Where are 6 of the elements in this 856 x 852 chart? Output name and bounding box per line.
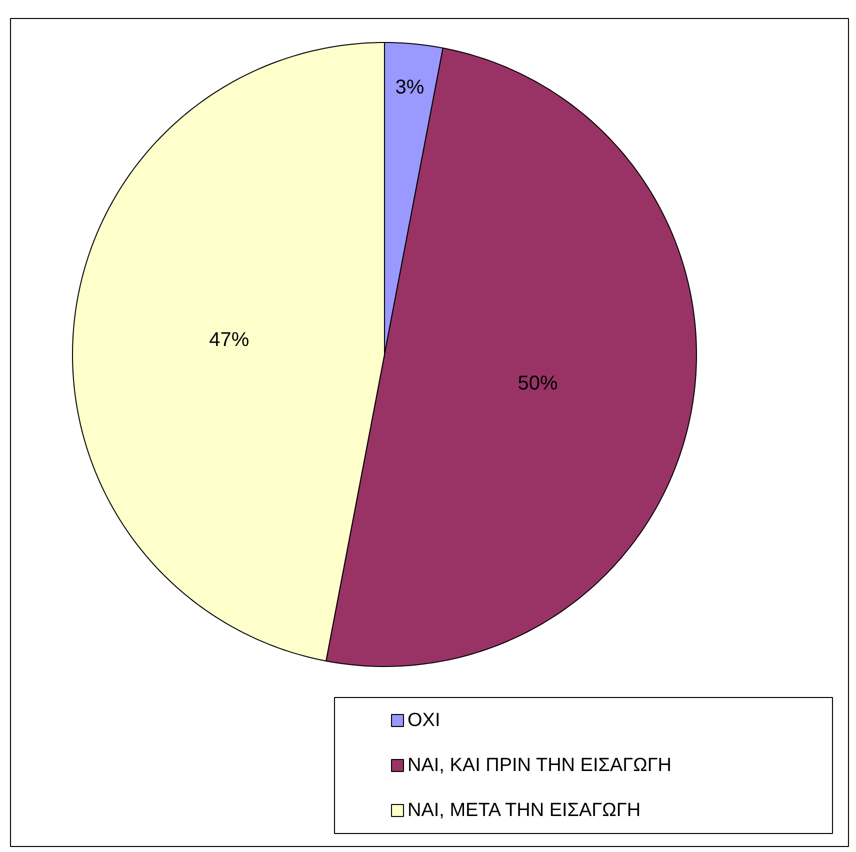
legend-label: ΝΑΙ, ΚΑΙ ΠΡΙΝ ΤΗΝ ΕΙΣΑΓΩΓΗ	[408, 755, 672, 776]
legend-label: ΟΧΙ	[408, 710, 440, 731]
data-label: 3%	[395, 76, 424, 98]
legend-label: ΝΑΙ, ΜΕΤΑ ΤΗΝ ΕΙΣΑΓΩΓΗ	[408, 800, 641, 821]
data-label: 47%	[209, 328, 250, 351]
data-label: 50%	[518, 372, 558, 395]
